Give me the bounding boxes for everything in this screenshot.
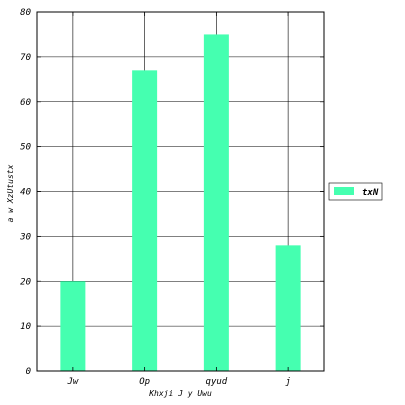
x-tick-label: Jw xyxy=(66,377,78,387)
x-axis-title: Khxji J y Uwu xyxy=(148,389,212,398)
y-tick-label: 80 xyxy=(20,8,31,18)
legend: txN xyxy=(328,182,383,201)
x-tick-label: j xyxy=(285,377,290,387)
x-tick-labels: Jw Op qyud j xyxy=(66,377,290,387)
y-tick-label: 10 xyxy=(20,322,31,332)
bar xyxy=(203,34,229,371)
x-tick-label: Op xyxy=(139,377,150,387)
y-axis-title: a w XzUtustx xyxy=(6,164,15,222)
legend-swatch xyxy=(334,187,354,195)
bar xyxy=(275,245,301,371)
y-tick-labels: 0 10 20 30 40 50 60 70 80 xyxy=(19,8,31,377)
legend-label: txN xyxy=(362,188,379,198)
bar xyxy=(60,281,86,371)
y-tick-label: 70 xyxy=(20,53,31,63)
bars xyxy=(60,34,301,372)
y-tick-label: 50 xyxy=(20,143,31,153)
y-tick-label: 40 xyxy=(20,188,31,198)
axis-ticks xyxy=(37,11,324,372)
y-tick-label: 20 xyxy=(20,277,31,287)
bar xyxy=(132,70,158,372)
y-tick-label: 60 xyxy=(20,98,31,108)
x-tick-label: qyud xyxy=(206,377,228,387)
y-tick-label: 0 xyxy=(26,367,31,377)
y-tick-label: 30 xyxy=(19,232,31,242)
